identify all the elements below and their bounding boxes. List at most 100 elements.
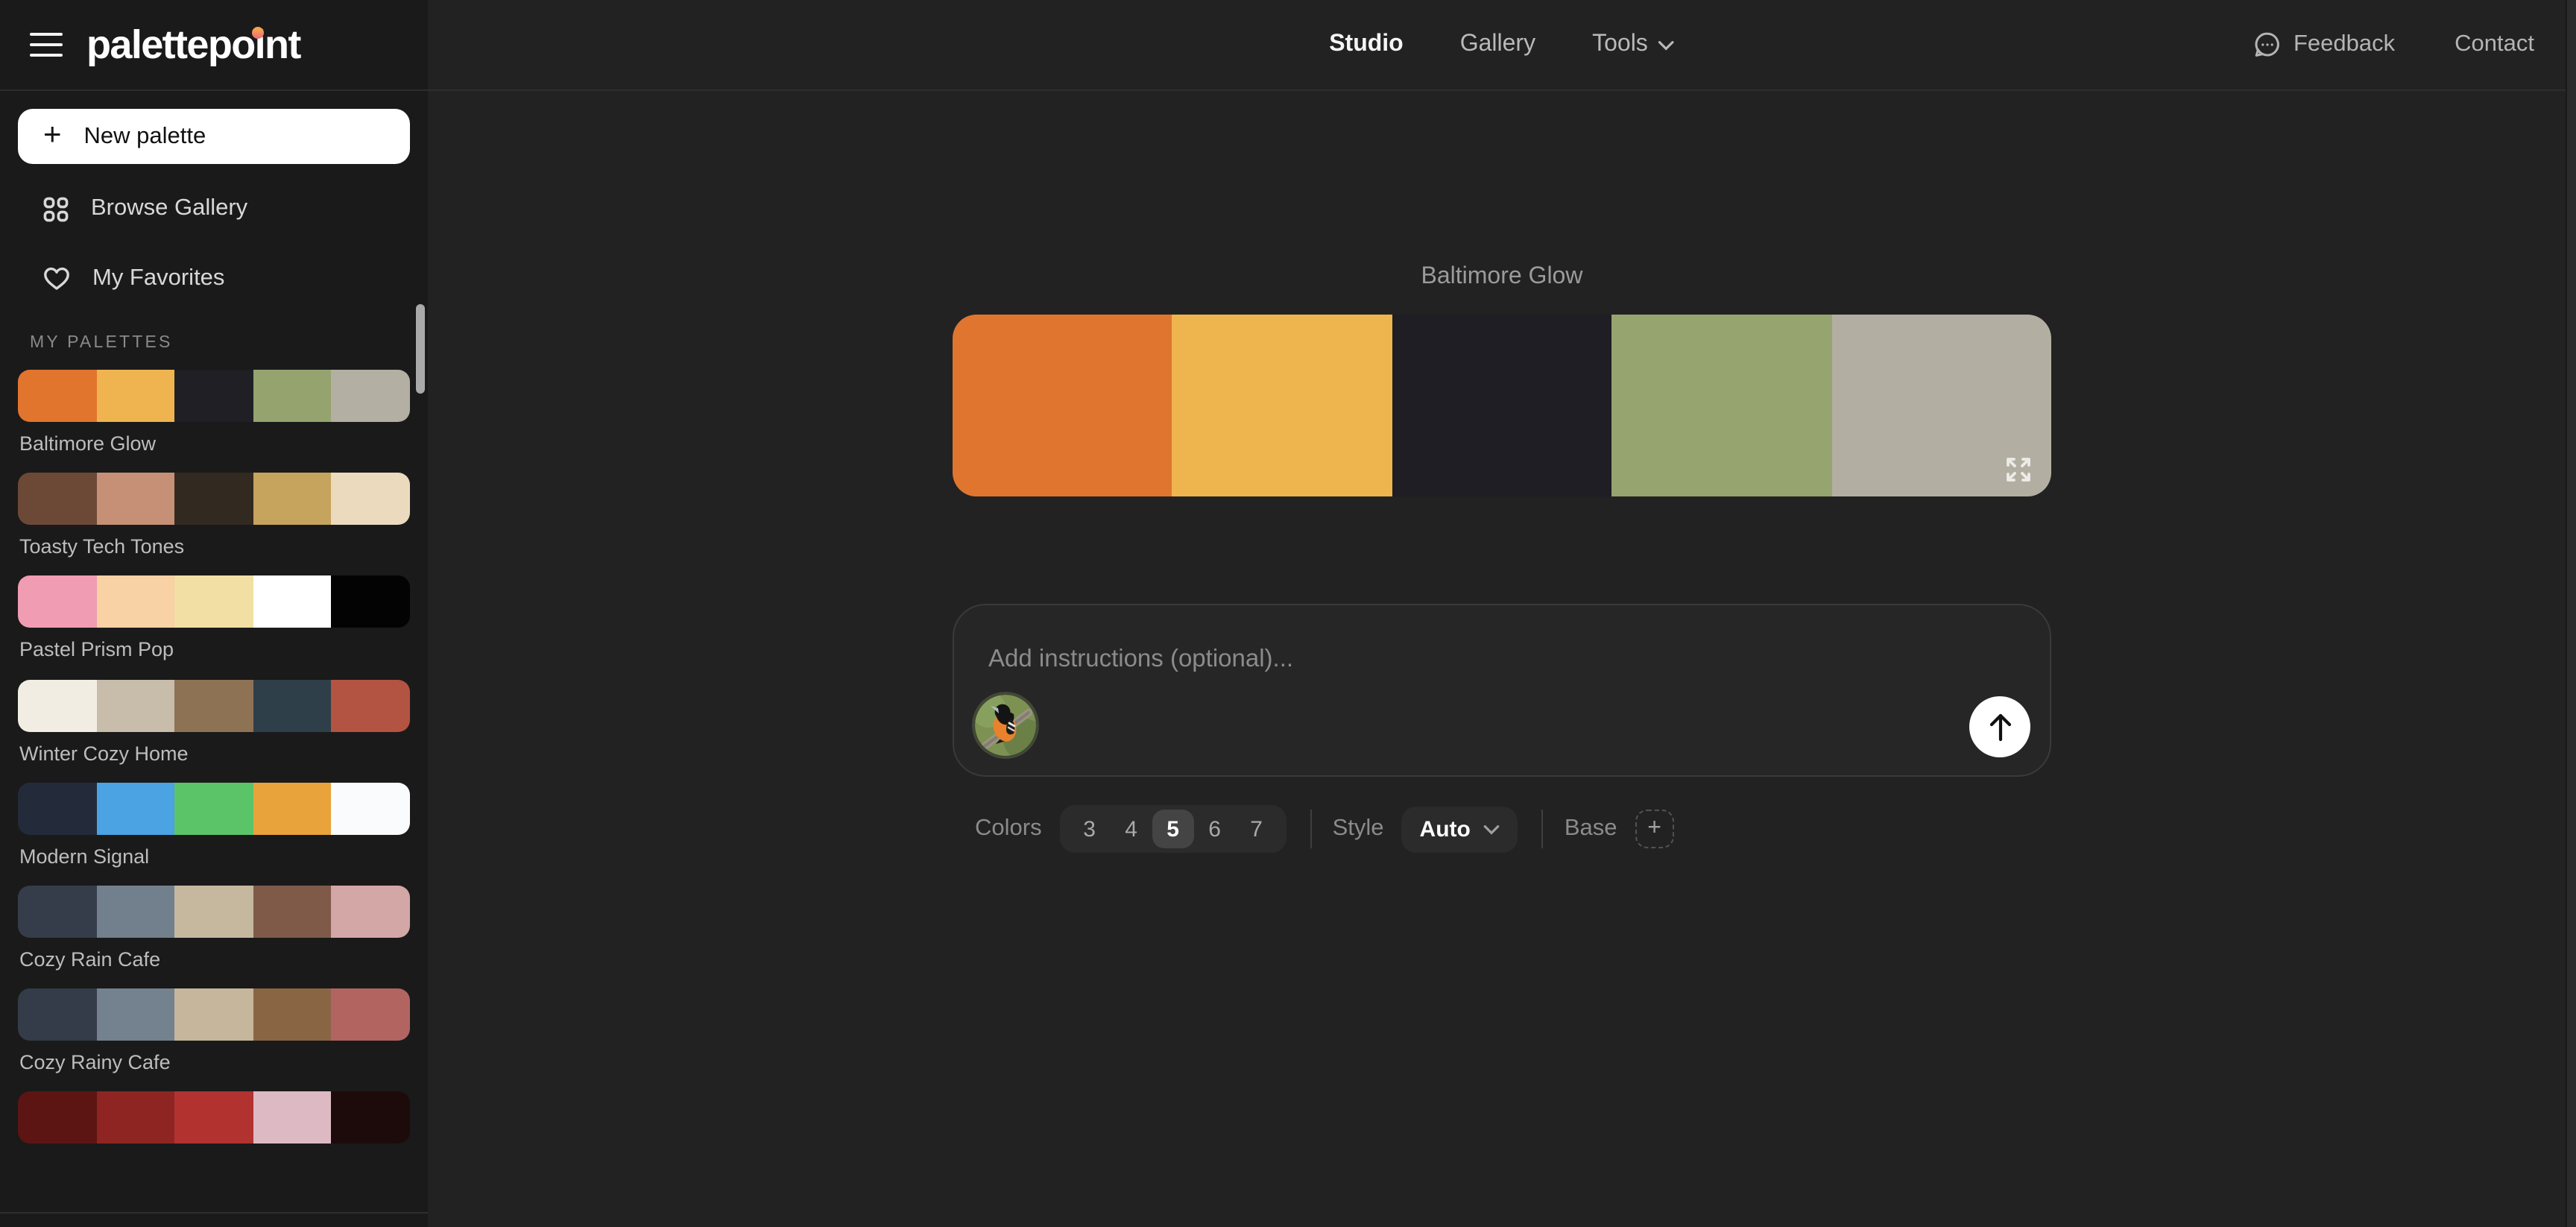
- palette-name: Winter Cozy Home: [19, 742, 189, 765]
- color-count-option-3[interactable]: 3: [1069, 810, 1111, 848]
- palette-color-swatch[interactable]: [1172, 315, 1392, 496]
- color-swatch: [174, 679, 253, 732]
- palette-list-item[interactable]: Modern Signal: [18, 782, 410, 869]
- sidebar-scrollbar-thumb[interactable]: [416, 304, 425, 394]
- color-swatch: [96, 885, 175, 938]
- color-swatch: [253, 575, 332, 628]
- color-swatch: [18, 1091, 97, 1144]
- color-swatch: [331, 679, 410, 732]
- heart-icon: [44, 267, 69, 290]
- arrow-up-icon: [1989, 713, 2011, 741]
- color-swatch: [331, 1091, 410, 1144]
- bird-photo-illustration: [975, 695, 1036, 756]
- submit-button[interactable]: [1969, 696, 2030, 757]
- color-swatch: [174, 1091, 253, 1144]
- nav-studio[interactable]: Studio: [1329, 31, 1404, 57]
- palette-list: Baltimore Glow Toasty Tech Tones Pastel Pr…: [18, 370, 410, 1144]
- top-right-links: Feedback Contact: [2253, 31, 2534, 58]
- sidebar-item-browse-gallery[interactable]: Browse Gallery: [18, 177, 410, 240]
- plus-icon: +: [43, 118, 62, 152]
- main-content: Studio Gallery Tools Feedback: [428, 0, 2576, 1227]
- color-swatch: [18, 782, 97, 835]
- color-swatch: [96, 988, 175, 1041]
- color-swatch: [174, 885, 253, 938]
- brand-logo-dot: [252, 27, 265, 39]
- color-swatch: [253, 679, 332, 732]
- color-count-option-5[interactable]: 5: [1152, 810, 1194, 848]
- brand-logo[interactable]: palettepoint: [86, 24, 301, 65]
- palette-name: Baltimore Glow: [19, 432, 157, 455]
- sidebar: palettepoint + New palette Bro: [0, 0, 428, 1227]
- color-swatch: [18, 988, 97, 1041]
- palette-name: Cozy Rain Cafe: [19, 947, 161, 971]
- studio-canvas: Baltimore Glow Add instructions (optiona…: [428, 91, 2576, 853]
- palette-list-item[interactable]: Pastel Prism Pop: [18, 575, 410, 663]
- color-swatch: [331, 473, 410, 526]
- instructions-composer[interactable]: Add instructions (optional)...: [953, 604, 2051, 777]
- palette-color-swatch[interactable]: [953, 315, 1172, 496]
- palette-list-item[interactable]: Toasty Tech Tones: [18, 473, 410, 559]
- style-label: Style: [1332, 816, 1384, 841]
- browse-gallery-label: Browse Gallery: [91, 195, 248, 221]
- color-swatch: [96, 679, 175, 732]
- color-swatch: [96, 782, 175, 835]
- color-swatch: [253, 473, 332, 526]
- palette-thumbnail: [18, 370, 410, 422]
- primary-nav: Studio Gallery Tools: [1329, 31, 1675, 58]
- color-swatch: [18, 370, 97, 422]
- nav-tools[interactable]: Tools: [1592, 31, 1675, 58]
- color-swatch: [174, 575, 253, 628]
- color-count-option-6[interactable]: 6: [1194, 810, 1236, 848]
- base-color-add-button[interactable]: +: [1635, 810, 1674, 848]
- palette-title: Baltimore Glow: [1421, 264, 1583, 289]
- palette-name: Cozy Rainy Cafe: [19, 1051, 171, 1074]
- plus-icon: +: [1647, 816, 1661, 841]
- baltimore-oriole-avatar[interactable]: [975, 695, 1036, 756]
- palette-thumbnail: [18, 1091, 410, 1144]
- speech-bubble-icon: [2254, 32, 2279, 57]
- palette-list-item[interactable]: Cozy Rainy Cafe: [18, 988, 410, 1075]
- style-select[interactable]: Auto: [1401, 806, 1518, 852]
- palette-list-item[interactable]: Cozy Rain Cafe: [18, 885, 410, 972]
- color-swatch: [18, 575, 97, 628]
- color-swatch: [253, 885, 332, 938]
- color-count-option-4[interactable]: 4: [1111, 810, 1152, 848]
- color-swatch: [253, 370, 332, 422]
- nav-gallery[interactable]: Gallery: [1459, 31, 1536, 57]
- color-swatch: [174, 782, 253, 835]
- color-swatch: [331, 575, 410, 628]
- palette-list-item[interactable]: Winter Cozy Home: [18, 679, 410, 766]
- instructions-input[interactable]: Add instructions (optional)...: [988, 646, 1294, 672]
- color-swatch: [253, 782, 332, 835]
- color-swatch: [331, 885, 410, 938]
- palette-thumbnail: [18, 988, 410, 1041]
- sidebar-item-my-favorites[interactable]: My Favorites: [18, 247, 410, 310]
- new-palette-label: New palette: [83, 123, 206, 148]
- new-palette-button[interactable]: + New palette: [18, 109, 410, 164]
- sidebar-bottom-divider: [0, 1212, 428, 1227]
- grid-icon: [43, 196, 69, 221]
- expand-arrows-icon[interactable]: [2005, 456, 2032, 483]
- stage-strip: [953, 315, 2051, 496]
- palette-list-item[interactable]: [18, 1091, 410, 1144]
- my-favorites-label: My Favorites: [92, 265, 225, 291]
- palette-color-swatch[interactable]: [1392, 315, 1612, 496]
- hamburger-menu-icon[interactable]: [30, 33, 63, 57]
- color-swatch: [96, 575, 175, 628]
- color-swatch: [331, 988, 410, 1041]
- feedback-link[interactable]: Feedback: [2253, 31, 2395, 58]
- palette-color-swatch[interactable]: [1611, 315, 1832, 496]
- palette-thumbnail: [18, 782, 410, 835]
- contact-link[interactable]: Contact: [2455, 31, 2534, 57]
- palette-thumbnail: [18, 473, 410, 526]
- color-count-option-7[interactable]: 7: [1236, 810, 1278, 848]
- color-swatch: [174, 370, 253, 422]
- color-swatch: [331, 370, 410, 422]
- sidebar-header: palettepoint: [0, 0, 428, 91]
- page-scrollbar-track[interactable]: [2566, 0, 2576, 1227]
- palette-thumbnail: [18, 885, 410, 938]
- palette-list-item[interactable]: Baltimore Glow: [18, 370, 410, 456]
- color-swatch: [174, 988, 253, 1041]
